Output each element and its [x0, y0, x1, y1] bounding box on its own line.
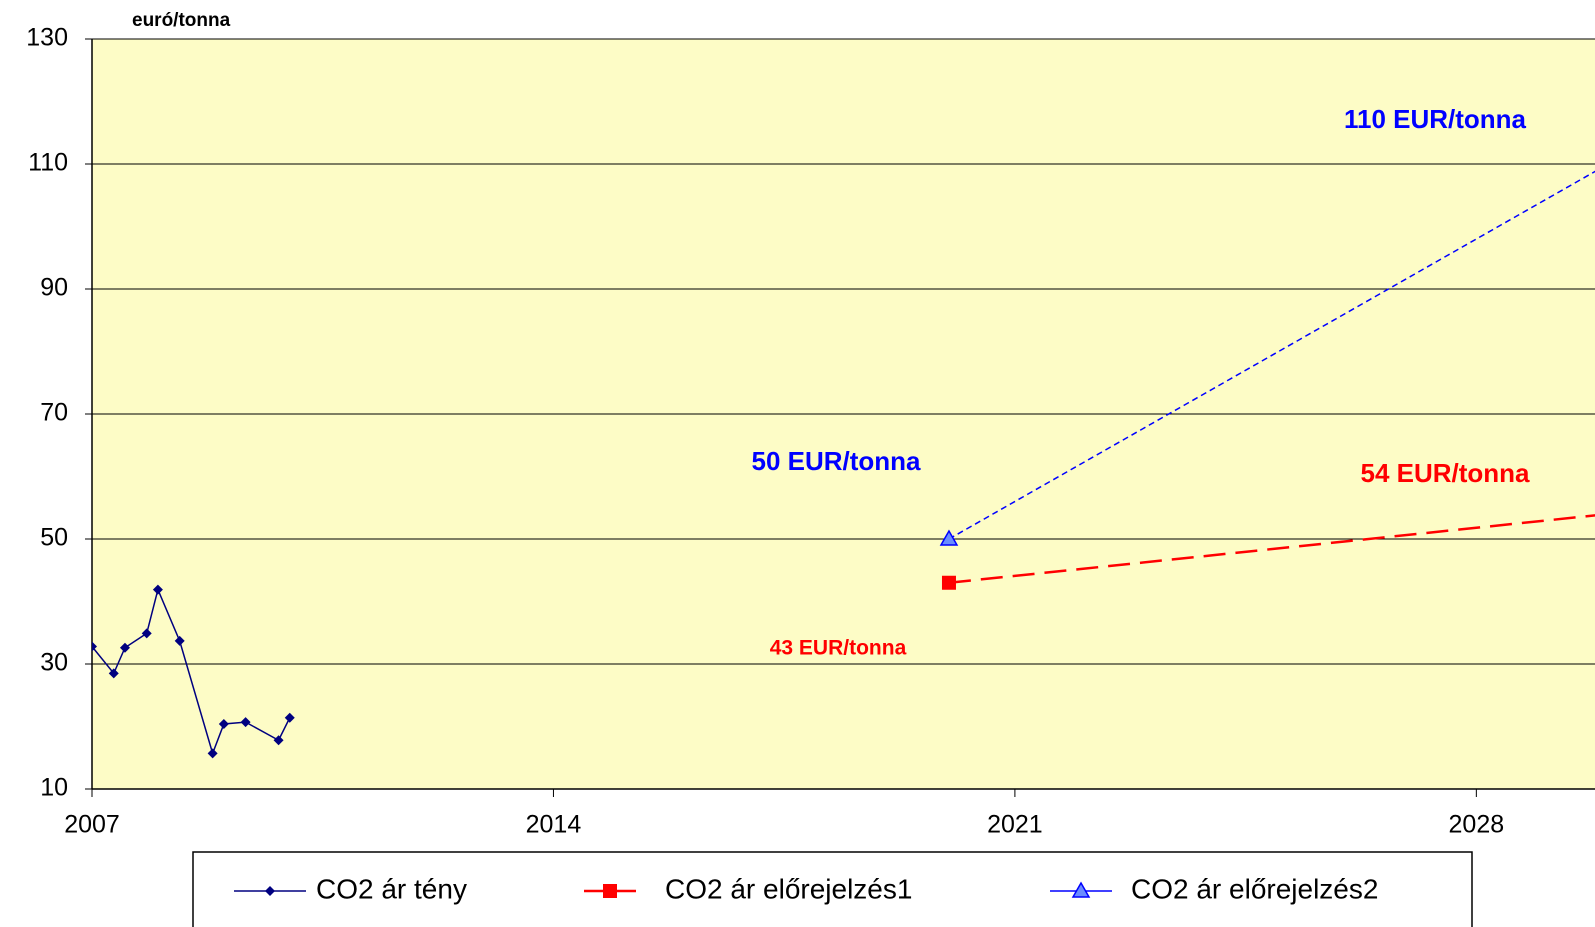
x-tick-label: 2021: [987, 811, 1043, 839]
marker: [603, 884, 617, 898]
annotation: 50 EUR/tonna: [751, 446, 921, 476]
y-tick-label: 110: [28, 149, 68, 177]
marker: [941, 575, 956, 590]
x-tick-label: 2007: [64, 811, 120, 839]
series: [92, 584, 295, 759]
x-tick-label: 2014: [526, 811, 582, 839]
y-tick-label: 90: [40, 274, 68, 302]
y-tick-label: 10: [40, 774, 68, 802]
legend-label: CO2 ár előrejelzés1: [665, 873, 912, 904]
legend-label: CO2 ár előrejelzés2: [1131, 873, 1378, 904]
annotation: 54 EUR/tonna: [1360, 458, 1530, 488]
marker: [174, 635, 185, 646]
legend-label: CO2 ár tény: [316, 873, 467, 904]
y-axis-label: euró/tonna: [132, 10, 231, 31]
series: [941, 514, 1595, 590]
annotation: 110 EUR/tonna: [1344, 104, 1527, 134]
marker: [218, 719, 229, 729]
marker: [265, 886, 275, 896]
y-tick-label: 50: [40, 524, 68, 552]
y-tick-label: 70: [40, 399, 68, 427]
legend-box: [192, 851, 1473, 927]
marker: [108, 668, 119, 679]
series: [939, 170, 1595, 546]
marker: [240, 717, 251, 728]
marker: [119, 642, 130, 653]
marker: [141, 628, 152, 639]
y-tick-label: 30: [40, 649, 68, 677]
annotation: 43 EUR/tonna: [770, 637, 907, 660]
marker: [284, 712, 295, 723]
marker: [207, 748, 218, 759]
y-tick-label: 130: [26, 24, 68, 52]
series-line: [948, 514, 1595, 584]
marker: [1071, 881, 1091, 898]
marker: [92, 641, 97, 652]
marker: [273, 735, 284, 746]
x-tick-label: 2028: [1449, 811, 1505, 839]
series-line: [948, 170, 1595, 540]
marker: [152, 584, 163, 595]
marker: [939, 529, 959, 546]
